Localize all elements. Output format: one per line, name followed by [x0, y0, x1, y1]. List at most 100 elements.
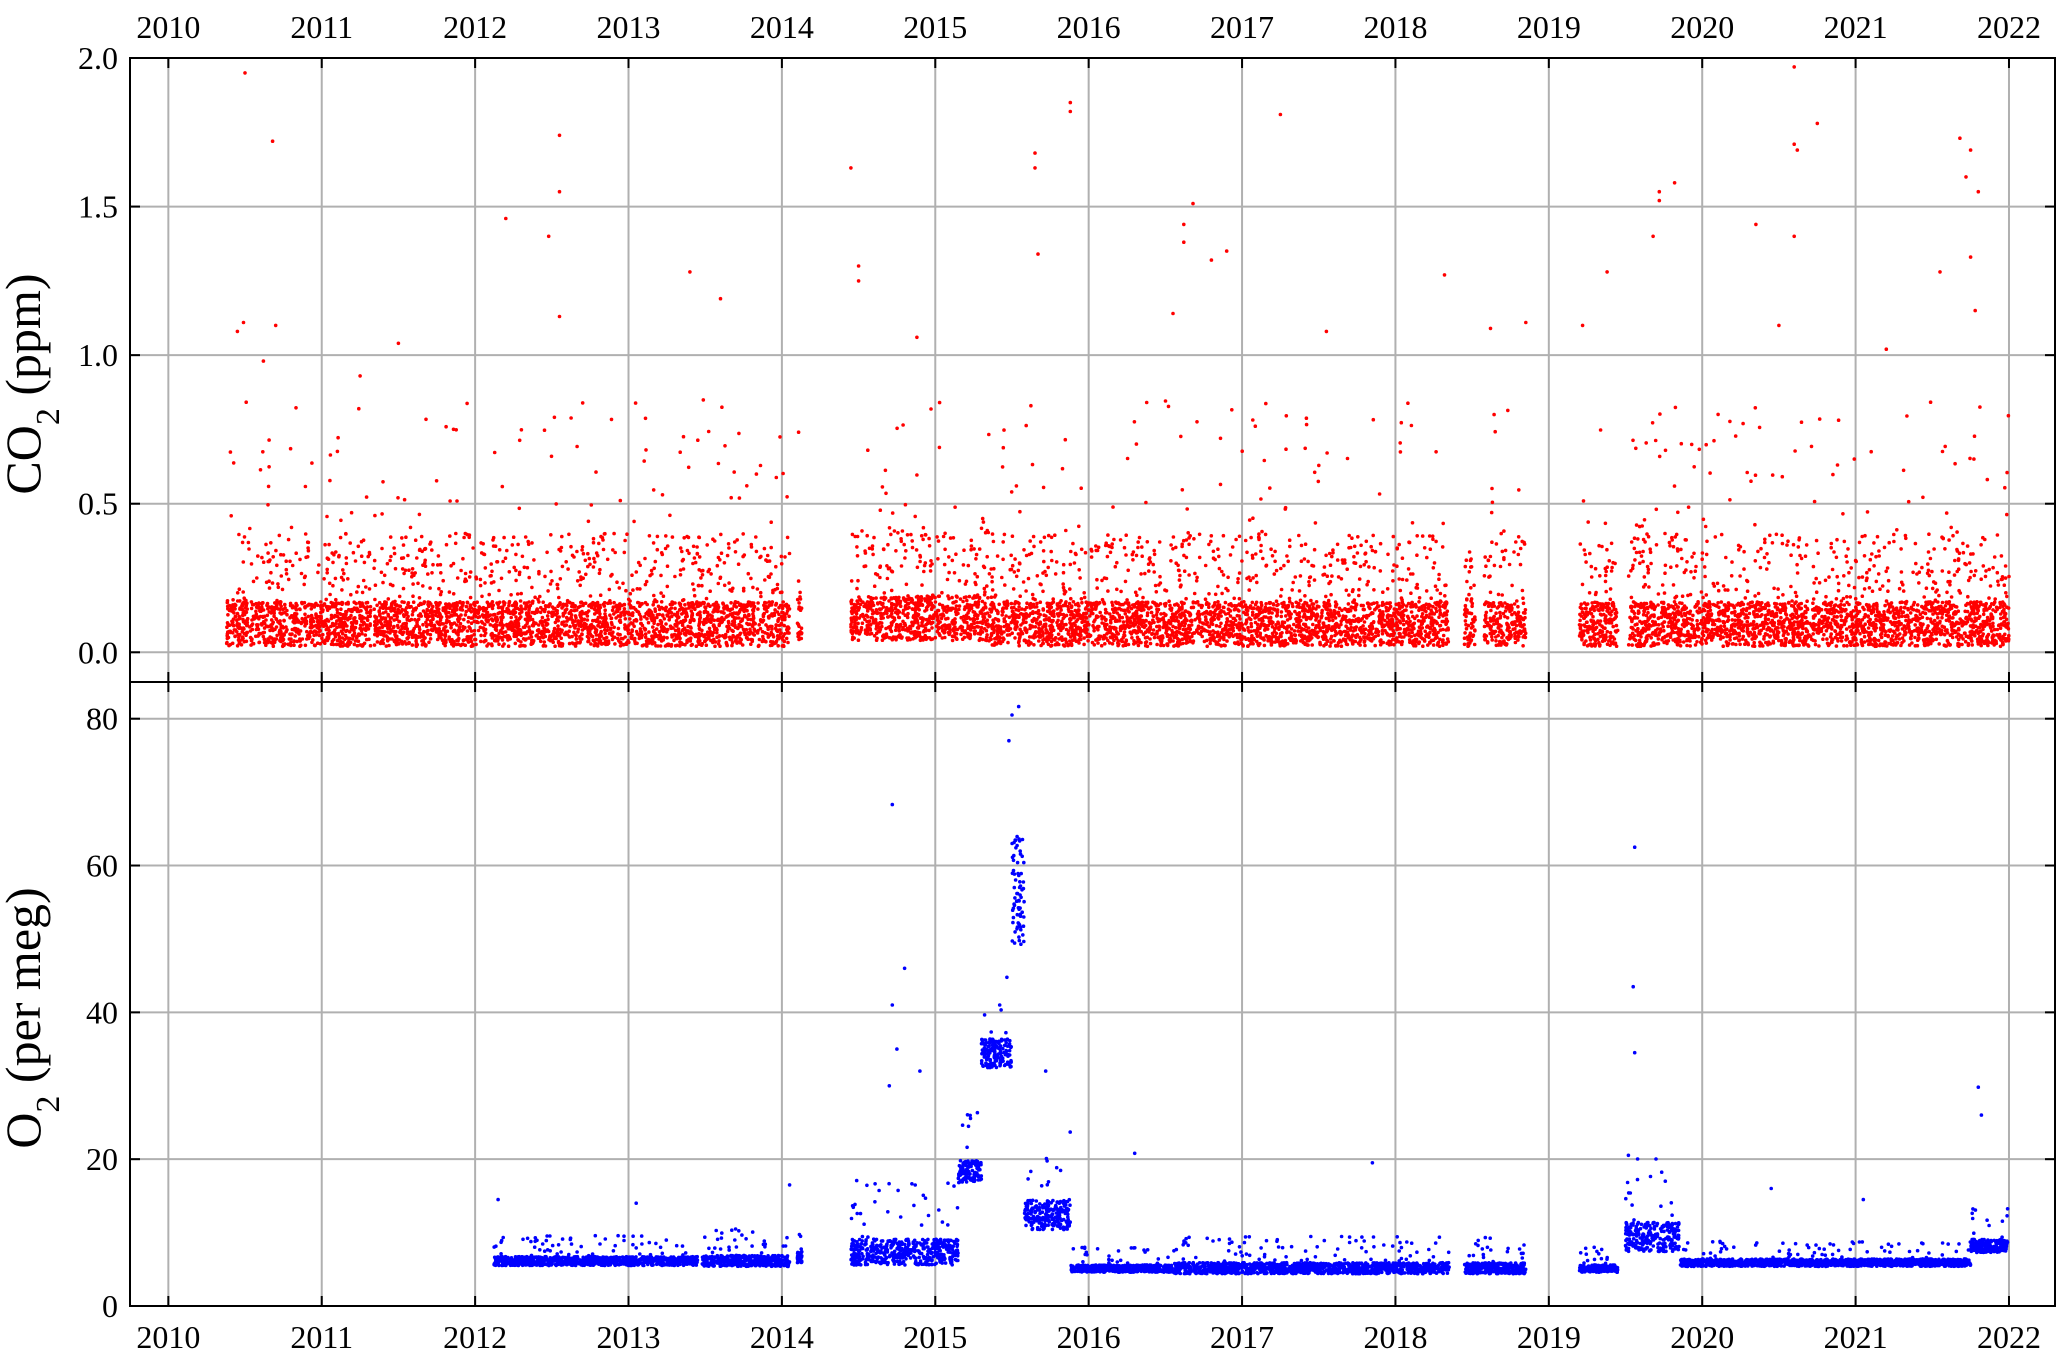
- data-point: [289, 640, 293, 645]
- data-point: [392, 546, 396, 550]
- data-point: [763, 600, 767, 605]
- data-point: [594, 633, 599, 637]
- data-point: [651, 488, 656, 492]
- data-point: [703, 639, 707, 644]
- data-point: [306, 540, 311, 545]
- data-point: [612, 531, 616, 536]
- data-point: [863, 564, 868, 568]
- data-point: [878, 508, 883, 512]
- data-point: [918, 559, 922, 564]
- data-point: [532, 620, 536, 625]
- data-point: [660, 613, 665, 617]
- data-point: [783, 555, 787, 559]
- data-point: [1069, 549, 1073, 554]
- data-point: [878, 565, 882, 569]
- data-point: [245, 607, 249, 611]
- data-point: [580, 548, 584, 552]
- data-point: [1151, 628, 1156, 632]
- data-point: [391, 625, 396, 630]
- data-point: [1150, 631, 1155, 636]
- data-point: [353, 639, 358, 643]
- data-point: [402, 600, 406, 605]
- data-point: [360, 616, 365, 621]
- data-point: [245, 630, 249, 635]
- data-point: [230, 641, 235, 646]
- data-point: [930, 620, 935, 625]
- data-point: [518, 599, 523, 603]
- data-point: [961, 599, 965, 604]
- data-point: [725, 642, 729, 647]
- data-point: [325, 571, 330, 575]
- data-point: [226, 630, 230, 634]
- data-point: [237, 633, 242, 637]
- data-point: [630, 573, 634, 577]
- data-point: [986, 530, 991, 535]
- data-point: [385, 561, 390, 566]
- data-point: [898, 635, 902, 640]
- data-point: [448, 534, 452, 538]
- data-point: [779, 631, 783, 635]
- data-point: [385, 635, 390, 639]
- data-point: [548, 582, 553, 586]
- data-point: [290, 604, 295, 608]
- data-point: [1154, 590, 1159, 594]
- data-point: [587, 625, 591, 630]
- data-point: [1002, 428, 1006, 432]
- data-point: [621, 610, 625, 614]
- data-point: [774, 475, 779, 480]
- data-point: [661, 594, 666, 598]
- data-point: [329, 616, 334, 621]
- data-point: [1104, 576, 1109, 581]
- data-point: [922, 617, 926, 621]
- data-point: [399, 609, 404, 614]
- data-point: [1018, 509, 1022, 514]
- data-point: [720, 634, 725, 638]
- data-point: [281, 637, 286, 642]
- data-point: [781, 600, 785, 604]
- data-point: [1012, 570, 1017, 574]
- data-point: [1014, 484, 1019, 488]
- data-point: [665, 636, 669, 640]
- data-point: [465, 401, 469, 406]
- data-point: [476, 628, 481, 633]
- data-point: [929, 637, 933, 642]
- data-point: [241, 560, 246, 564]
- data-point: [1122, 633, 1126, 637]
- data-point: [1000, 575, 1004, 580]
- data-point: [478, 583, 483, 588]
- data-point: [1136, 643, 1141, 648]
- data-point: [742, 609, 746, 613]
- data-point: [349, 592, 353, 597]
- data-point: [554, 502, 558, 506]
- data-point: [1056, 632, 1061, 636]
- data-point: [594, 551, 599, 555]
- data-point: [598, 625, 603, 629]
- data-point: [552, 629, 556, 633]
- data-point: [337, 553, 341, 558]
- data-point: [1068, 562, 1073, 567]
- data-point: [962, 548, 966, 552]
- data-point: [321, 632, 325, 637]
- data-point: [255, 554, 260, 558]
- data-point: [541, 600, 545, 604]
- data-point: [950, 606, 955, 611]
- data-point: [774, 623, 778, 627]
- data-point: [267, 559, 272, 564]
- data-point: [543, 628, 547, 633]
- data-point: [227, 603, 232, 608]
- data-point: [1100, 617, 1104, 621]
- data-point: [760, 620, 765, 624]
- data-point: [557, 547, 561, 552]
- data-point: [676, 633, 680, 637]
- data-point: [975, 574, 980, 579]
- data-point: [798, 590, 802, 595]
- data-point: [633, 401, 638, 405]
- data-point: [365, 618, 370, 622]
- data-point: [278, 611, 282, 615]
- data-point: [496, 605, 501, 610]
- data-point: [975, 620, 980, 625]
- data-point: [461, 600, 465, 605]
- data-point: [974, 582, 978, 587]
- data-point: [591, 638, 596, 643]
- data-point: [967, 594, 972, 599]
